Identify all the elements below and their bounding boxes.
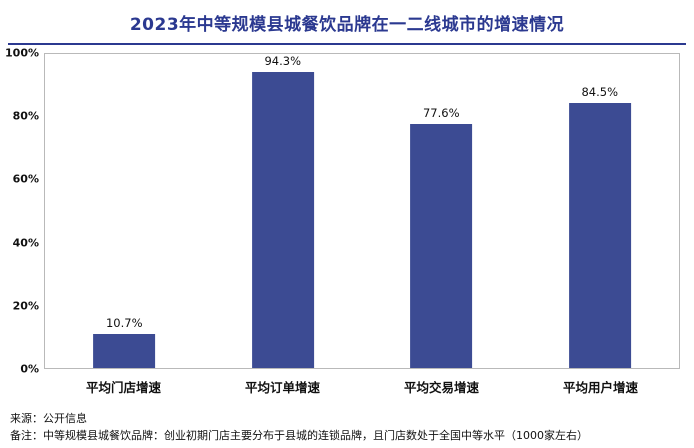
x-category-label: 平均交易增速 [403,380,479,395]
bar-slot: 84.5% [521,54,680,368]
y-tick-label: 80% [12,109,39,123]
bar-slot: 77.6% [362,54,521,368]
bar [251,71,314,368]
bar-slot: 10.7% [45,54,204,368]
y-tick-label: 20% [12,299,39,313]
y-tick-label: 60% [12,172,39,186]
bar [568,102,631,368]
bar-chart: 0% 20% 40% 60% 80% 100% 10.7% 94.3% 77.6% 84.5% [5,47,680,376]
y-tick-label: 0% [20,362,39,376]
bar [410,124,473,368]
chart-title: 2023年中等规模县城餐饮品牌在一二线城市的增速情况 [129,15,565,35]
y-tick-label: 100% [5,46,39,60]
x-axis-labels: 平均门店增速 平均订单增速 平均交易增速 平均用户增速 [44,369,680,396]
bar-value-label: 84.5% [581,84,619,99]
plot-area: 10.7% 94.3% 77.6% 84.5% [44,53,680,369]
title-divider [8,43,686,45]
chart-footer: 来源：公开信息 备注：中等规模县城餐饮品牌：创业初期门店主要分布于县城的连锁品牌… [10,410,684,444]
bar-value-label: 10.7% [105,316,143,331]
bar-value-label: 94.3% [264,53,302,68]
x-category-label: 平均订单增速 [244,380,320,395]
y-axis: 0% 20% 40% 60% 80% 100% [5,47,44,376]
x-category-label: 平均用户增速 [562,380,638,395]
source-note: 来源：公开信息 [10,412,87,425]
remark-note: 备注：中等规模县城餐饮品牌：创业初期门店主要分布于县城的连锁品牌，且门店数处于全… [10,429,588,443]
bar-value-label: 77.6% [422,106,460,121]
x-category-label: 平均门店增速 [85,380,161,395]
y-tick-label: 40% [12,236,39,250]
bar-slot: 94.3% [204,54,363,368]
bar [93,334,156,368]
